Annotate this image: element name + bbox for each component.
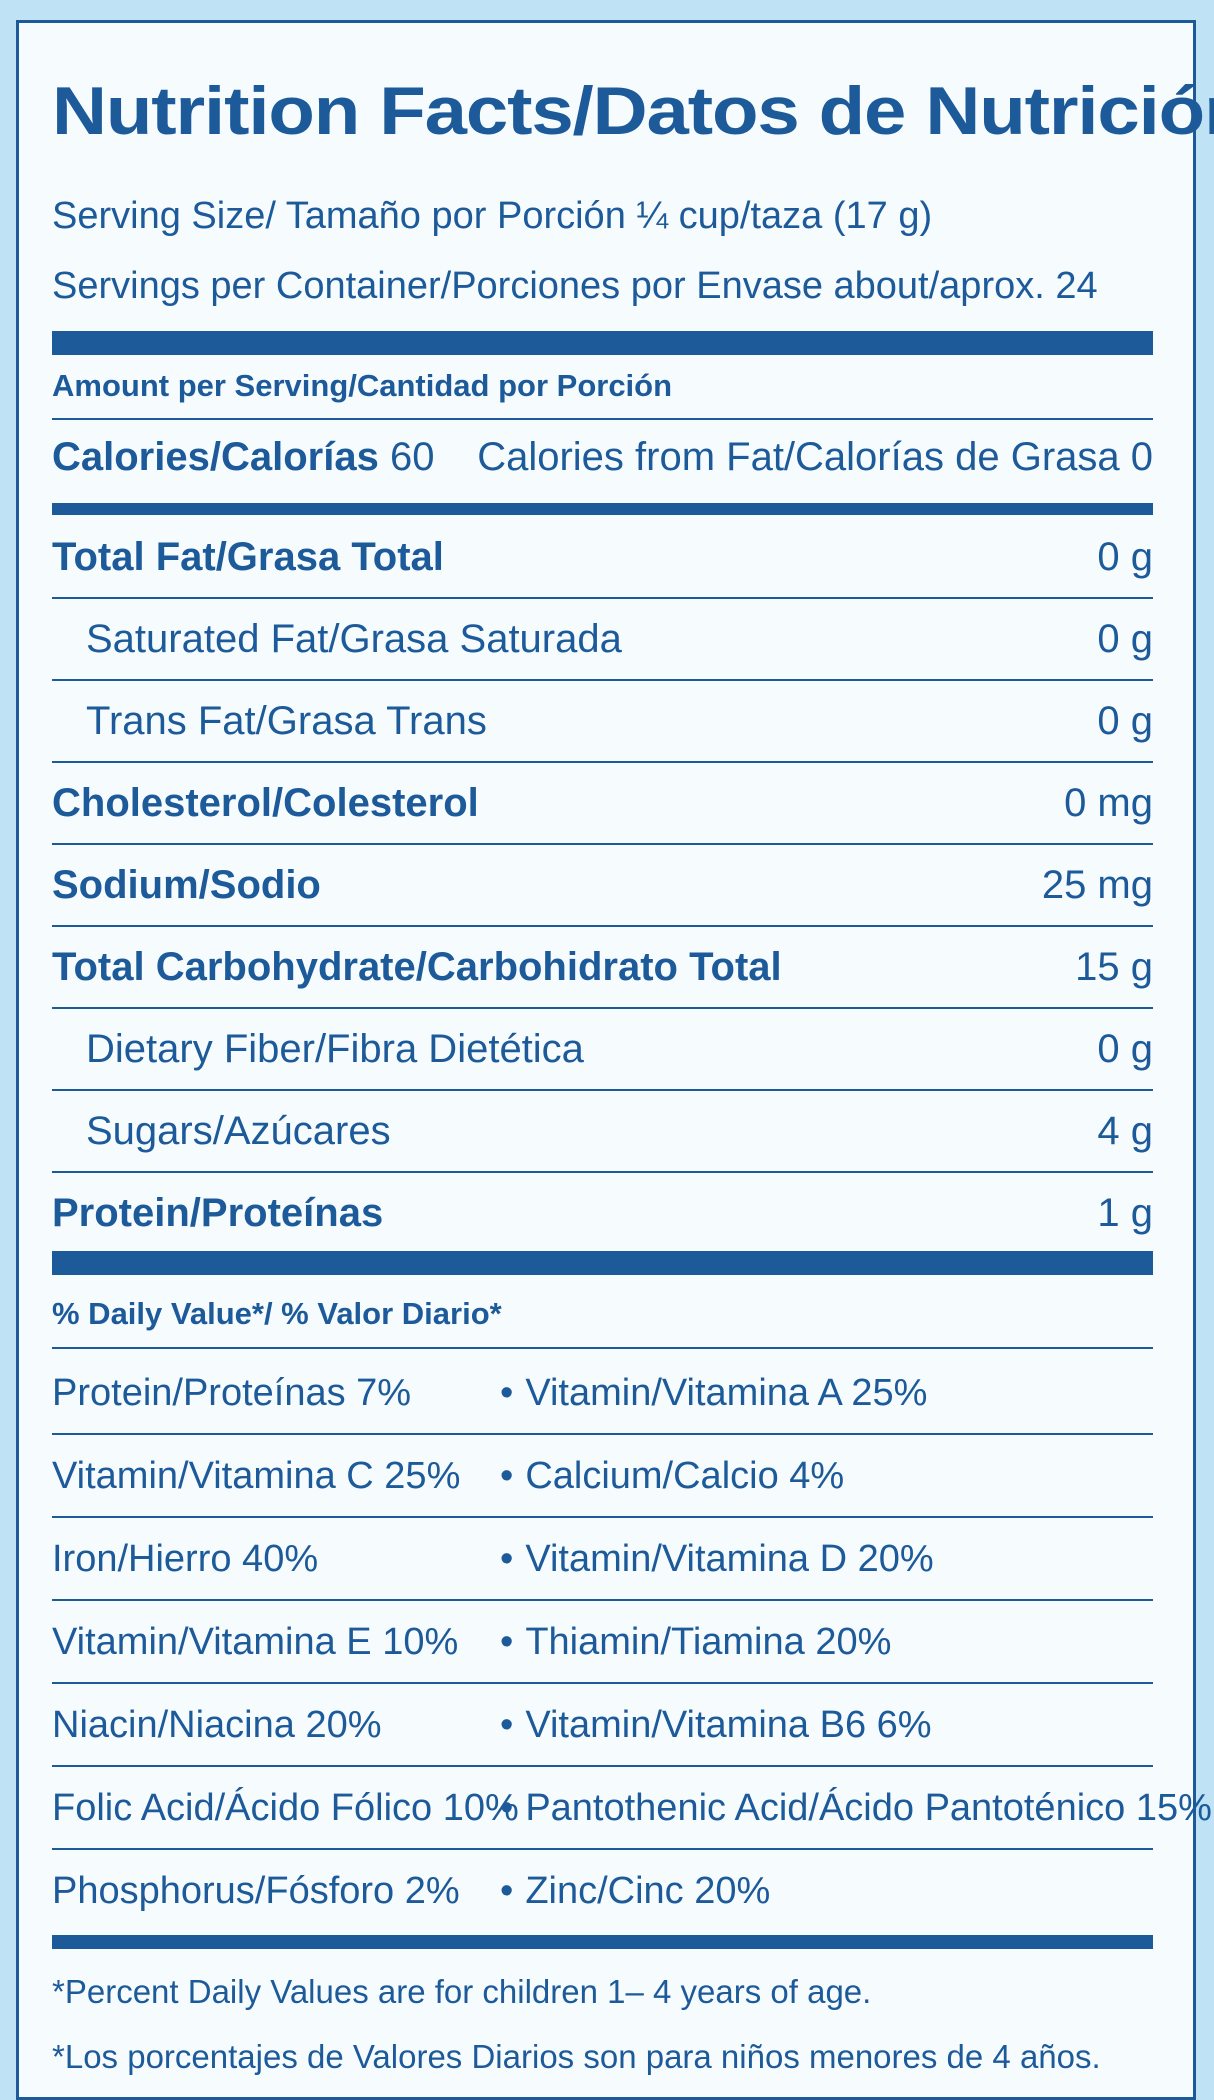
nutrient-name: Cholesterol/Colesterol <box>52 780 479 825</box>
daily-value-row: Phosphorus/Fósforo 2% • Zinc/Cinc 20% <box>52 1849 1153 1933</box>
amount-per-serving: Amount per Serving/Cantidad por Porción <box>52 368 673 403</box>
divider <box>52 925 1153 927</box>
nutrient-value: 4 g <box>1097 1108 1153 1153</box>
divider <box>52 1765 1153 1767</box>
nutrient-row: Saturated Fat/Grasa Saturada 0 g <box>52 600 1153 678</box>
bullet-icon: • <box>500 1869 514 1912</box>
daily-value-row: Folic Acid/Ácido Fólico 10% • Pantothenic … <box>52 1766 1212 1850</box>
servings-per-container: Servings per Container/Porciones por Env… <box>52 265 1098 307</box>
bullet-icon: • <box>500 1454 514 1497</box>
bullet-icon: • <box>500 1786 514 1829</box>
daily-value-right: Vitamin/Vitamina D 20% <box>525 1537 934 1580</box>
daily-value-right-cell: • Calcium/Calcio 4% <box>500 1455 1153 1498</box>
daily-value-right-cell: • Thiamin/Tiamina 20% <box>500 1621 1153 1664</box>
daily-value-right-cell: • Vitamin/Vitamina A 25% <box>500 1372 1153 1415</box>
nutrient-row: Dietary Fiber/Fibra Dietética 0 g <box>52 1010 1153 1088</box>
bullet-icon: • <box>500 1537 514 1580</box>
nutrition-label: Nutrition Facts/Datos de Nutrición Servi… <box>16 20 1214 2100</box>
daily-value-left: Folic Acid/Ácido Fólico 10% <box>52 1786 519 1829</box>
daily-value-right-cell: • Vitamin/Vitamina B6 6% <box>500 1704 1153 1747</box>
calories-from-fat: Calories from Fat/Calorías de Grasa 0 <box>477 435 1153 479</box>
divider <box>52 1089 1153 1091</box>
daily-value-left: Iron/Hierro 40% <box>52 1537 319 1580</box>
daily-value-right-cell: • Vitamin/Vitamina D 20% <box>500 1538 1153 1581</box>
nutrient-name: Total Carbohydrate/Carbohidrato Total <box>52 944 782 989</box>
serving-size: Serving Size/ Tamaño por Porción ¼ cup/t… <box>52 195 933 237</box>
daily-value-right-cell: • Pantothenic Acid/Ácido Pantoténico 15% <box>500 1787 1212 1830</box>
nutrient-value: 0 g <box>1097 534 1153 579</box>
nutrient-row: Cholesterol/Colesterol 0 mg <box>52 764 1153 842</box>
nutrient-row: Total Carbohydrate/Carbohidrato Total 15 … <box>52 928 1153 1006</box>
divider <box>52 418 1153 420</box>
nutrient-name: Sodium/Sodio <box>52 862 321 907</box>
thick-divider-middle <box>52 1251 1153 1275</box>
nutrient-name: Total Fat/Grasa Total <box>52 534 444 579</box>
nutrient-row: Total Fat/Grasa Total 0 g <box>52 518 1153 596</box>
divider <box>52 1171 1153 1173</box>
nutrient-row: Trans Fat/Grasa Trans 0 g <box>52 682 1153 760</box>
nutrient-value: 15 g <box>1075 944 1153 989</box>
daily-value-left: Phosphorus/Fósforo 2% <box>52 1869 460 1912</box>
nutrient-row: Sugars/Azúcares 4 g <box>52 1092 1153 1170</box>
daily-value-left: Niacin/Niacina 20% <box>52 1703 382 1746</box>
thick-divider-bottom <box>52 1935 1153 1949</box>
daily-value-row: Iron/Hierro 40% • Vitamin/Vitamina D 20% <box>52 1517 1153 1601</box>
bullet-icon: • <box>500 1371 514 1414</box>
nutrient-value: 1 g <box>1097 1190 1153 1235</box>
daily-value-left: Protein/Proteínas 7% <box>52 1371 412 1414</box>
daily-value-right: Thiamin/Tiamina 20% <box>525 1620 892 1663</box>
nutrient-value: 0 g <box>1097 1026 1153 1071</box>
nutrient-name: Protein/Proteínas <box>52 1190 384 1235</box>
daily-value-row: Protein/Proteínas 7% • Vitamin/Vitamina A … <box>52 1351 1153 1435</box>
nutrient-name: Dietary Fiber/Fibra Dietética <box>86 1026 584 1071</box>
thick-divider-top <box>52 331 1153 355</box>
divider <box>52 1516 1153 1518</box>
footnote-english: *Percent Daily Values are for children 1… <box>52 1973 872 2010</box>
daily-value-row: Vitamin/Vitamina E 10% • Thiamin/Tiamina 2… <box>52 1600 1153 1684</box>
nutrient-value: 0 g <box>1097 616 1153 661</box>
divider <box>52 1682 1153 1684</box>
bullet-icon: • <box>500 1703 514 1746</box>
daily-value-row: Vitamin/Vitamina C 25% • Calcium/Calcio 4% <box>52 1434 1153 1518</box>
divider <box>52 761 1153 763</box>
divider <box>52 843 1153 845</box>
divider <box>52 597 1153 599</box>
daily-value-header: % Daily Value*/ % Valor Diario* <box>52 1296 502 1331</box>
daily-value-right: Zinc/Cinc 20% <box>525 1869 771 1912</box>
divider <box>52 679 1153 681</box>
label-title: Nutrition Facts/Datos de Nutrición <box>52 73 1214 149</box>
nutrient-name: Saturated Fat/Grasa Saturada <box>86 616 622 661</box>
daily-value-right: Vitamin/Vitamina B6 6% <box>525 1703 932 1746</box>
daily-value-left: Vitamin/Vitamina C 25% <box>52 1454 461 1497</box>
daily-value-right: Pantothenic Acid/Ácido Pantoténico 15% <box>525 1786 1212 1829</box>
nutrient-row: Protein/Proteínas 1 g <box>52 1174 1153 1252</box>
calories-row: Calories/Calorías 60 Calories from Fat/C… <box>52 435 1153 480</box>
nutrient-value: 0 mg <box>1064 780 1153 825</box>
divider <box>52 1007 1153 1009</box>
divider <box>52 1433 1153 1435</box>
daily-value-right: Calcium/Calcio 4% <box>525 1454 845 1497</box>
divider <box>52 1848 1153 1850</box>
daily-value-row: Niacin/Niacina 20% • Vitamin/Vitamina B6 6… <box>52 1683 1153 1767</box>
nutrient-name: Sugars/Azúcares <box>86 1108 391 1153</box>
footnote-spanish: *Los porcentajes de Valores Diarios son … <box>52 2038 1101 2075</box>
calories-value: 60 <box>389 435 435 479</box>
nutrient-row: Sodium/Sodio 25 mg <box>52 846 1153 924</box>
calories-label: Calories/Calorías <box>52 435 379 479</box>
nutrient-value: 0 g <box>1097 698 1153 743</box>
medium-divider <box>52 503 1153 515</box>
nutrient-name: Trans Fat/Grasa Trans <box>86 698 487 743</box>
nutrient-value: 25 mg <box>1041 862 1153 907</box>
divider <box>52 1347 1153 1349</box>
daily-value-right-cell: • Zinc/Cinc 20% <box>500 1870 1153 1913</box>
daily-value-left: Vitamin/Vitamina E 10% <box>52 1620 459 1663</box>
divider <box>52 1599 1153 1601</box>
bullet-icon: • <box>500 1620 514 1663</box>
daily-value-right: Vitamin/Vitamina A 25% <box>525 1371 928 1414</box>
